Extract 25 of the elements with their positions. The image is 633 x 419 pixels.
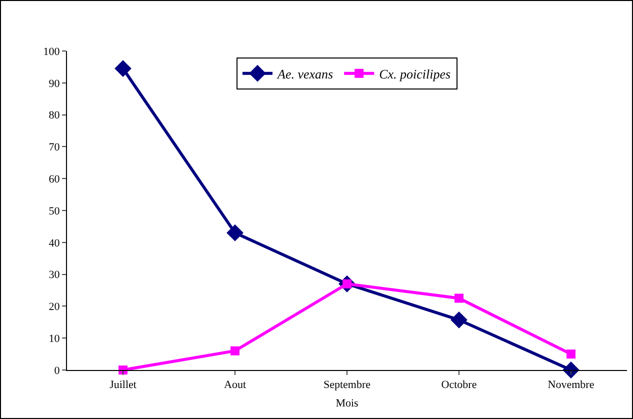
y-tick-label: 100 [43,46,60,58]
y-tick-label: 80 [48,110,60,122]
y-tick-label: 60 [48,173,60,186]
y-tick-label: 50 [48,205,60,218]
x-tick-label: Aout [224,379,246,392]
y-tick-label: 30 [48,269,60,282]
x-tick-label: Novembre [548,379,594,392]
x-axis-title: Mois [336,397,358,410]
point [226,224,244,242]
point [454,294,464,303]
legend-label: Ae. vexans [276,66,334,82]
y-tick-label: 20 [48,301,60,314]
point [114,60,132,77]
y-tick-label: 70 [48,142,60,154]
y-tick-label: 90 [48,78,60,90]
y-tick-label: 0 [54,364,60,377]
point [450,311,468,328]
x-tick-label: Septembre [323,379,371,392]
point [230,346,240,356]
y-tick-label: 10 [48,332,60,345]
x-tick-label: Octobre [441,379,477,392]
legend-label: Cx. poicilipes [379,66,451,82]
point [566,350,576,359]
x-tick-label: Juillet [110,379,136,392]
y-tick-label: 40 [48,237,60,250]
